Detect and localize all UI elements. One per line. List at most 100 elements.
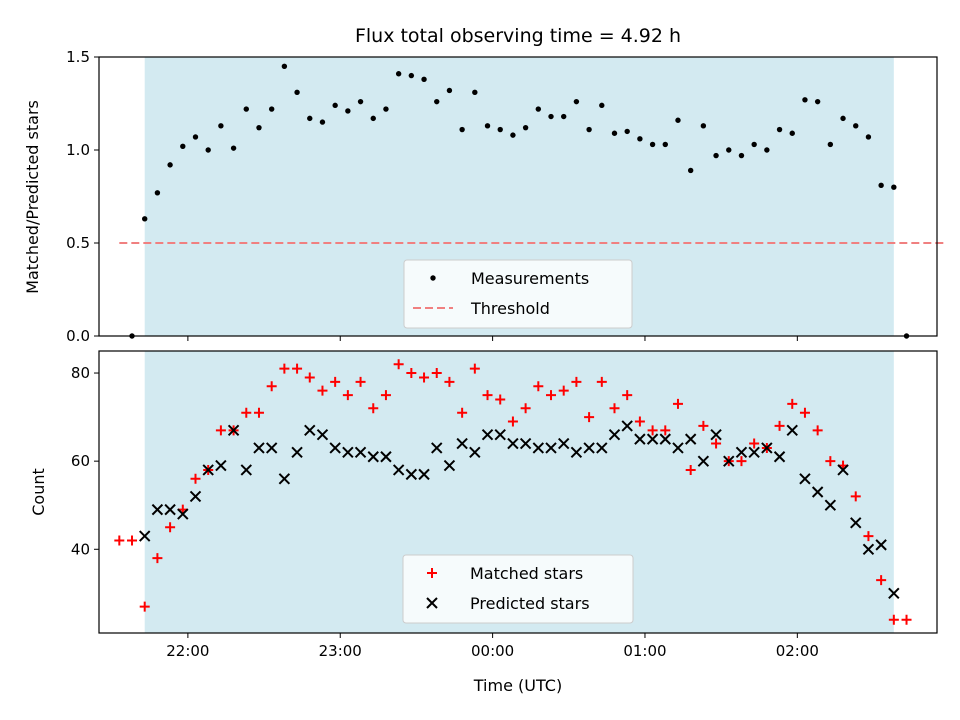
measurement-point (573, 98, 580, 105)
matched-stars-point (660, 425, 671, 436)
measurement-point (307, 115, 313, 122)
predicted-stars-point (418, 468, 430, 481)
x-tick-label: 02:00 (776, 642, 819, 660)
predicted-stars-point (748, 446, 760, 459)
measurement-point (281, 63, 288, 69)
predicted-stars-point (545, 442, 557, 454)
measurement-point (687, 167, 694, 174)
predicted-stars-point (456, 437, 468, 450)
measurement-point (548, 113, 554, 120)
measurement-point (472, 89, 478, 96)
matched-stars-point (672, 398, 683, 409)
predicted-stars-point (799, 473, 811, 485)
top-legend-box (403, 259, 633, 329)
predicted-stars-point (710, 429, 722, 441)
predicted-stars-point (342, 446, 354, 459)
measurement-point (256, 124, 262, 131)
bottom-legend-box (402, 554, 634, 624)
top-y-tick-label: 1.0 (66, 141, 90, 159)
predicted-stars-point (215, 459, 227, 472)
measurement-point (726, 147, 732, 153)
x-tick-label: 23:00 (319, 642, 362, 660)
matched-stars-point (444, 376, 455, 387)
predicted-stars-point (583, 442, 595, 454)
measurement-point (180, 143, 186, 149)
matched-stars-point (152, 553, 163, 564)
matched-stars-point (292, 363, 303, 374)
bottom-panel: 40 60 80 22:00 23:00 00:00 01:00 02:00 Count Ti… (29, 350, 938, 695)
matched-stars-point (584, 412, 595, 423)
predicted-stars-point (291, 446, 303, 459)
x-tick-label: 00:00 (471, 642, 514, 660)
x-tick-label: 22:00 (166, 642, 209, 660)
matched-stars-point (495, 394, 506, 405)
top-y-tick-label: 0.0 (66, 327, 90, 345)
measurement-point (586, 126, 592, 133)
matched-stars-point (774, 420, 785, 431)
measurement-point (840, 115, 846, 122)
measurement-point (459, 126, 465, 133)
predicted-stars-point (850, 517, 862, 529)
matched-stars-point (330, 376, 341, 387)
measurement-point (497, 126, 503, 133)
measurement-point (510, 132, 516, 138)
measurement-point (434, 98, 440, 105)
measurement-point (649, 141, 656, 148)
measurement-point (370, 115, 376, 122)
chart-title: Flux total observing time = 4.92 h (355, 25, 681, 47)
matched-stars-point (622, 390, 633, 401)
legend-label: Predicted stars (470, 594, 590, 613)
predicted-stars-point (773, 451, 786, 463)
matched-stars-point (165, 522, 176, 533)
predicted-stars-point (151, 503, 164, 516)
measurement-point (167, 162, 173, 168)
predicted-stars-point (189, 490, 202, 503)
measurement-point (484, 123, 491, 129)
matched-stars-point (711, 438, 722, 449)
bottom-axes-frame (98, 350, 938, 634)
matched-stars-point (685, 464, 696, 475)
measurement-point (827, 141, 834, 148)
predicted-stars-point (875, 539, 887, 551)
measurement-point (662, 141, 668, 148)
matched-stars-point (457, 407, 468, 418)
predicted-stars-point (811, 486, 824, 498)
predicted-stars-point (265, 442, 278, 454)
legend-predicted-swatch (426, 597, 438, 609)
matched-stars-point (304, 372, 315, 383)
matched-stars-point (736, 456, 747, 467)
matched-stars-point (419, 372, 430, 383)
matched-stars-point (469, 363, 480, 374)
measurement-point (624, 128, 630, 135)
matched-stars-point (241, 407, 252, 418)
legend-matched-swatch (427, 568, 437, 578)
predicted-stars-point (519, 437, 532, 450)
measurement-point (814, 98, 821, 105)
matched-stars-point (812, 425, 823, 436)
measurement-point (802, 97, 808, 103)
predicted-stars-point (837, 464, 849, 476)
predicted-stars-point (532, 442, 545, 454)
matched-stars-point (571, 376, 582, 387)
predicted-stars-point (621, 420, 633, 432)
measurement-point (408, 72, 415, 79)
matched-stars-point (114, 535, 125, 546)
legend-label: Measurements (471, 269, 589, 288)
measurement-point (891, 184, 897, 190)
predicted-stars-point (507, 437, 519, 450)
measurement-point (611, 130, 618, 136)
matched-stars-point (431, 368, 442, 379)
measurement-point (700, 123, 707, 129)
predicted-stars-point (304, 424, 316, 437)
matched-stars-point (799, 407, 810, 418)
matched-stars-point (863, 531, 874, 542)
legend-measurement-swatch (430, 275, 436, 281)
matched-stars-point (876, 575, 887, 586)
measurement-point (218, 123, 224, 129)
x-tick-label: 01:00 (623, 642, 666, 660)
bottom-y-axis-label: Count (29, 468, 48, 516)
predicted-stars-point (634, 433, 646, 445)
measurement-point (421, 76, 427, 83)
predicted-stars-point (697, 455, 710, 467)
